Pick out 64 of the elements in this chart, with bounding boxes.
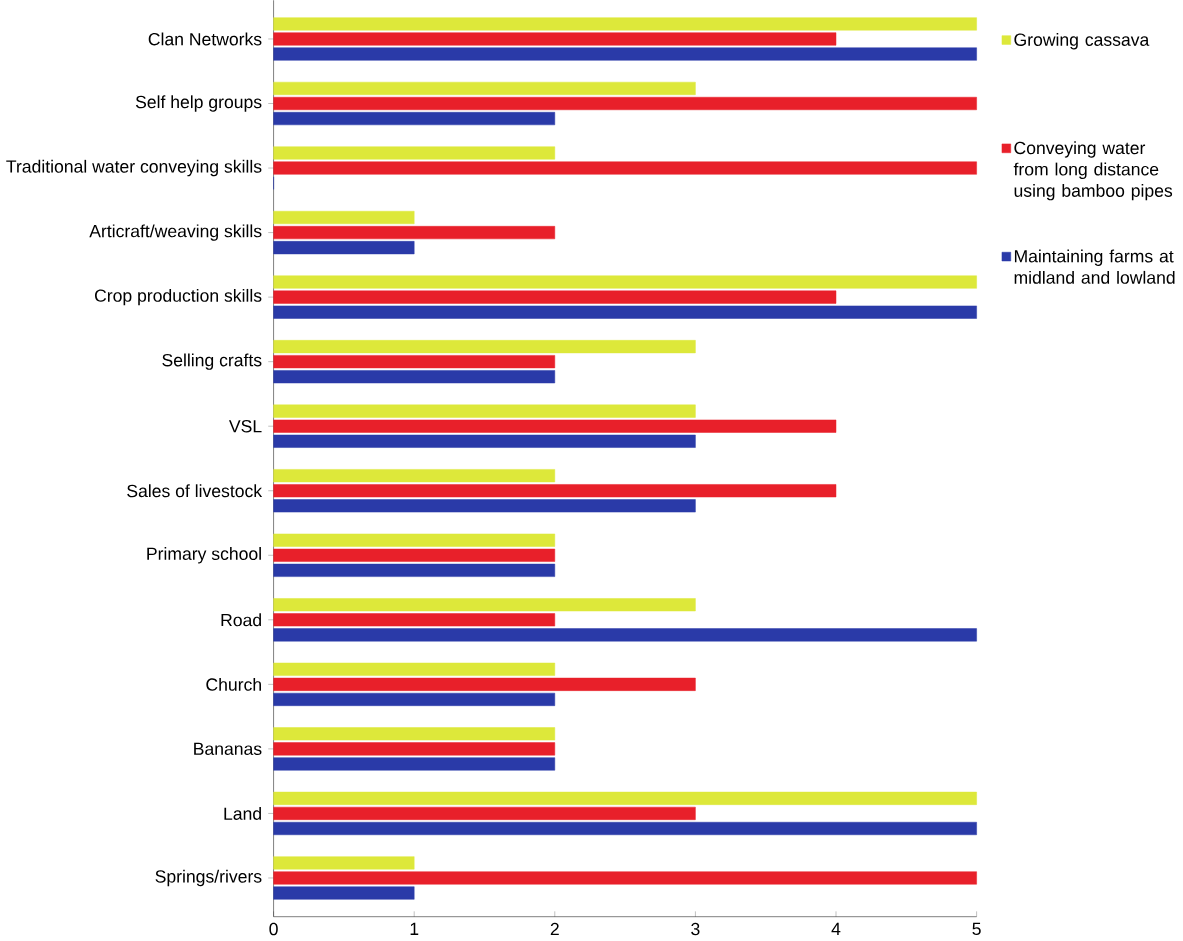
bar [273, 305, 977, 319]
bar [273, 613, 556, 627]
legend-label: Growing cassava [1014, 32, 1150, 50]
bar [273, 499, 696, 513]
bar [273, 210, 415, 224]
y-tick-label: Springs/rivers [155, 869, 262, 887]
y-tick-label: Clan Networks [148, 32, 262, 46]
y-tick-label: Road [221, 613, 261, 627]
bar [273, 886, 415, 900]
bar [273, 241, 415, 255]
bar [273, 563, 556, 577]
bar [273, 677, 696, 691]
bar [273, 469, 556, 483]
bar [273, 791, 977, 805]
y-tick-label: VSL [228, 419, 262, 433]
y-tick-label: Articraft/weaving skills [89, 224, 262, 241]
bar [273, 533, 556, 547]
y-tick-label: Sales of livestock [127, 484, 263, 498]
bar [273, 628, 977, 642]
bar [273, 434, 696, 448]
y-tick-label: Self help groups [135, 95, 262, 112]
bar [273, 370, 556, 384]
bar [273, 340, 696, 354]
bar [273, 742, 556, 756]
y-tick-label: Bananas [194, 742, 262, 755]
bar [273, 419, 837, 433]
bar [273, 806, 696, 820]
bar [273, 548, 556, 562]
bar [273, 727, 556, 741]
bar [273, 404, 696, 418]
x-tick-label: 3 [691, 922, 700, 936]
bar [273, 856, 415, 870]
bar [273, 81, 696, 95]
bar [273, 17, 977, 31]
x-tick-label: 4 [831, 922, 841, 935]
y-tick-label: Selling crafts [162, 353, 262, 370]
x-tick-label: 0 [269, 922, 278, 936]
bar [273, 757, 556, 771]
bar [273, 871, 977, 885]
bar [273, 598, 696, 612]
bar [273, 290, 837, 304]
y-tick-label: Primary school [147, 547, 261, 564]
y-tick-label: Church [206, 677, 261, 691]
legend-label: Maintaining farms at midland and lowland [1014, 249, 1175, 284]
bar [273, 692, 556, 706]
bar [273, 146, 556, 160]
y-tick-label: Crop production skills [94, 288, 262, 306]
bar [273, 662, 556, 676]
bar [273, 96, 977, 110]
bar [273, 226, 556, 240]
bar [273, 47, 977, 61]
bar [273, 484, 837, 498]
x-tick-label: 2 [550, 922, 559, 936]
bar [273, 821, 977, 835]
bar [273, 355, 556, 369]
x-tick-label: 5 [972, 922, 981, 936]
bar [273, 161, 977, 175]
y-tick-label: Traditional water conveying skills [6, 159, 262, 177]
bar [273, 275, 977, 289]
x-tick-label: 1 [410, 922, 419, 935]
legend-label: Conveying water from long distance using bamboo pipes [1013, 141, 1173, 201]
bar [273, 32, 837, 46]
bar [273, 112, 556, 126]
y-tick-label: Land [224, 806, 261, 820]
